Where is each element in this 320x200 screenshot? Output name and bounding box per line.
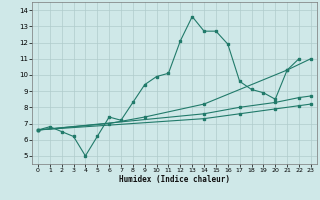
X-axis label: Humidex (Indice chaleur): Humidex (Indice chaleur) [119, 175, 230, 184]
